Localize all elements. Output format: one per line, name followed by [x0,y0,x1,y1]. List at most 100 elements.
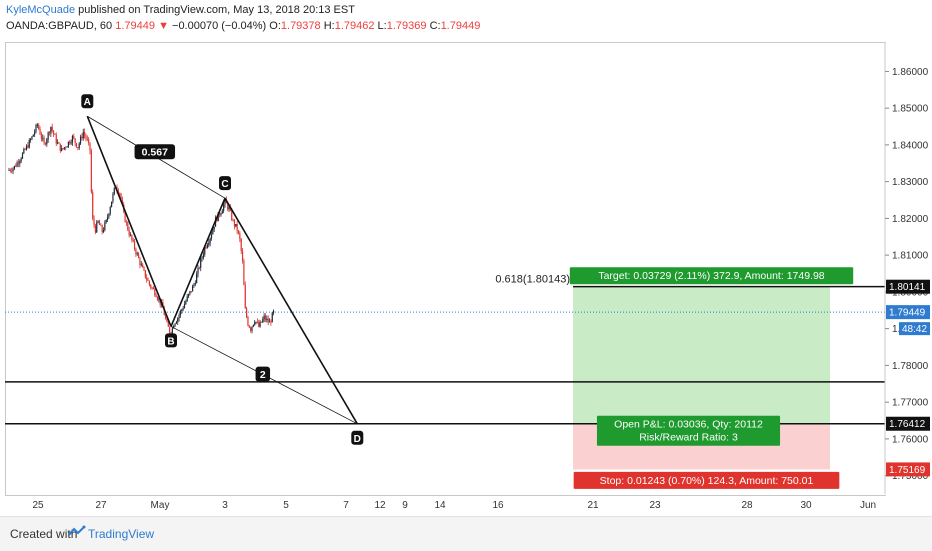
candle-body [113,187,115,194]
published-text: published on TradingView.com, May 13, 20… [75,4,355,16]
candle-body [74,138,76,144]
time-tick-label: 5 [283,500,289,511]
candle-body [13,165,15,169]
close-value: 1.79449 [440,20,481,32]
candle-body [16,162,18,167]
candle-body [35,124,37,132]
candle-body [263,315,265,320]
tradingview-brand[interactable]: TradingView [88,527,155,541]
candle-body [93,218,95,226]
countdown-box [899,322,930,336]
candle-body [273,310,275,313]
pattern-point-b: B [165,333,177,348]
candle-body [240,239,242,252]
stop-label-text: Stop: 0.01243 (0.70%) 124.3, Amount: 750… [600,475,814,487]
fib-level-label: 0.618(1.80143) [495,274,570,286]
price-chart[interactable]: 0.618(1.80143) A B C D 0.567 2 1.86000 1.85000… [0,0,932,516]
candle-body [54,134,56,135]
candle-body [69,141,71,144]
stop-label: Stop: 0.01243 (0.70%) 124.3, Amount: 750… [573,471,840,489]
candle-body [196,274,198,284]
candle-body [66,146,68,148]
candle-body [268,321,271,323]
candle-body [101,225,103,232]
candle-body [192,285,194,292]
candle-body [154,288,156,296]
candle-body [78,143,80,149]
symbol-label[interactable]: OANDA:GBPAUD, 60 [6,20,113,32]
candle-body [144,270,146,278]
time-tick-label: May [151,500,170,511]
time-tick-label: 16 [492,500,504,511]
candle-body [62,148,64,150]
pattern-point-c: C [219,176,231,191]
candle-body [237,230,240,234]
candle-body [109,207,111,214]
price-tag: 1.80141 [886,279,930,294]
candle-body [94,225,96,233]
pattern-point-label: D [354,434,361,445]
pattern-point-label: C [221,179,228,190]
candle-body [77,147,79,149]
publish-line: KyleMcQuade published on TradingView.com… [6,2,480,18]
candle-body [42,137,44,139]
price-tag-box [886,279,930,294]
profit-zone [573,286,830,424]
candle-body [183,304,186,309]
candle-body [190,291,192,292]
open-pl-label-text: Open P&L: 0.03036, Qty: 20112 [614,419,763,431]
candle-body [133,241,136,249]
candle-body [244,285,246,309]
candle-body [21,153,24,159]
candle-body [51,126,53,131]
candle-body [173,325,175,329]
price-change: −0.00070 (−0.04%) [172,20,267,32]
pattern-point-marker [81,94,94,109]
candle-body [59,143,61,151]
candle-body [231,210,233,220]
price-tag-text: 1.79449 [889,308,926,319]
candle-body [181,309,183,311]
candle-body [46,139,48,145]
price-tick-label: 1.81000 [892,251,929,262]
author-link[interactable]: KyleMcQuade [6,4,76,16]
candle-body [264,315,267,320]
candle-body [174,323,176,326]
candle-body [206,244,209,248]
candle-body [223,204,225,211]
candle-body [129,234,132,236]
pattern-point-a: A [81,94,94,109]
time-tick-label: 9 [402,500,408,511]
price-tag-box [886,305,930,320]
candle-body [104,222,106,230]
candle-body [148,280,150,285]
candle-body [40,134,42,139]
candle-body [88,139,90,143]
candle-body [120,193,122,201]
candle-body [90,150,92,193]
target-label: Target: 0.03729 (2.11%) 372.9, Amount: 1… [569,267,854,285]
ratio-box [134,144,176,160]
candle-body [217,212,219,222]
candle-body [209,238,211,243]
candle-body [117,190,119,194]
candle-body [142,264,144,268]
candle-body [210,234,213,239]
time-tick-label: 7 [343,500,349,511]
candle-body [232,219,234,221]
price-tag-text: 1.75169 [889,465,926,476]
candle-body [48,132,51,134]
candle-body [50,126,52,134]
candle-body [202,254,204,258]
candle-body [258,322,260,327]
candle-body [23,149,25,154]
pattern-point-d: D [351,430,364,445]
price-tick-label: 1.82000 [892,214,929,225]
candle-body [19,161,21,164]
candle-body [136,253,138,255]
time-tick-label: Jun [860,500,876,511]
price-tag-box [886,462,930,477]
candle-body [32,134,34,137]
candle-body [266,318,268,320]
candle-body [194,283,196,285]
